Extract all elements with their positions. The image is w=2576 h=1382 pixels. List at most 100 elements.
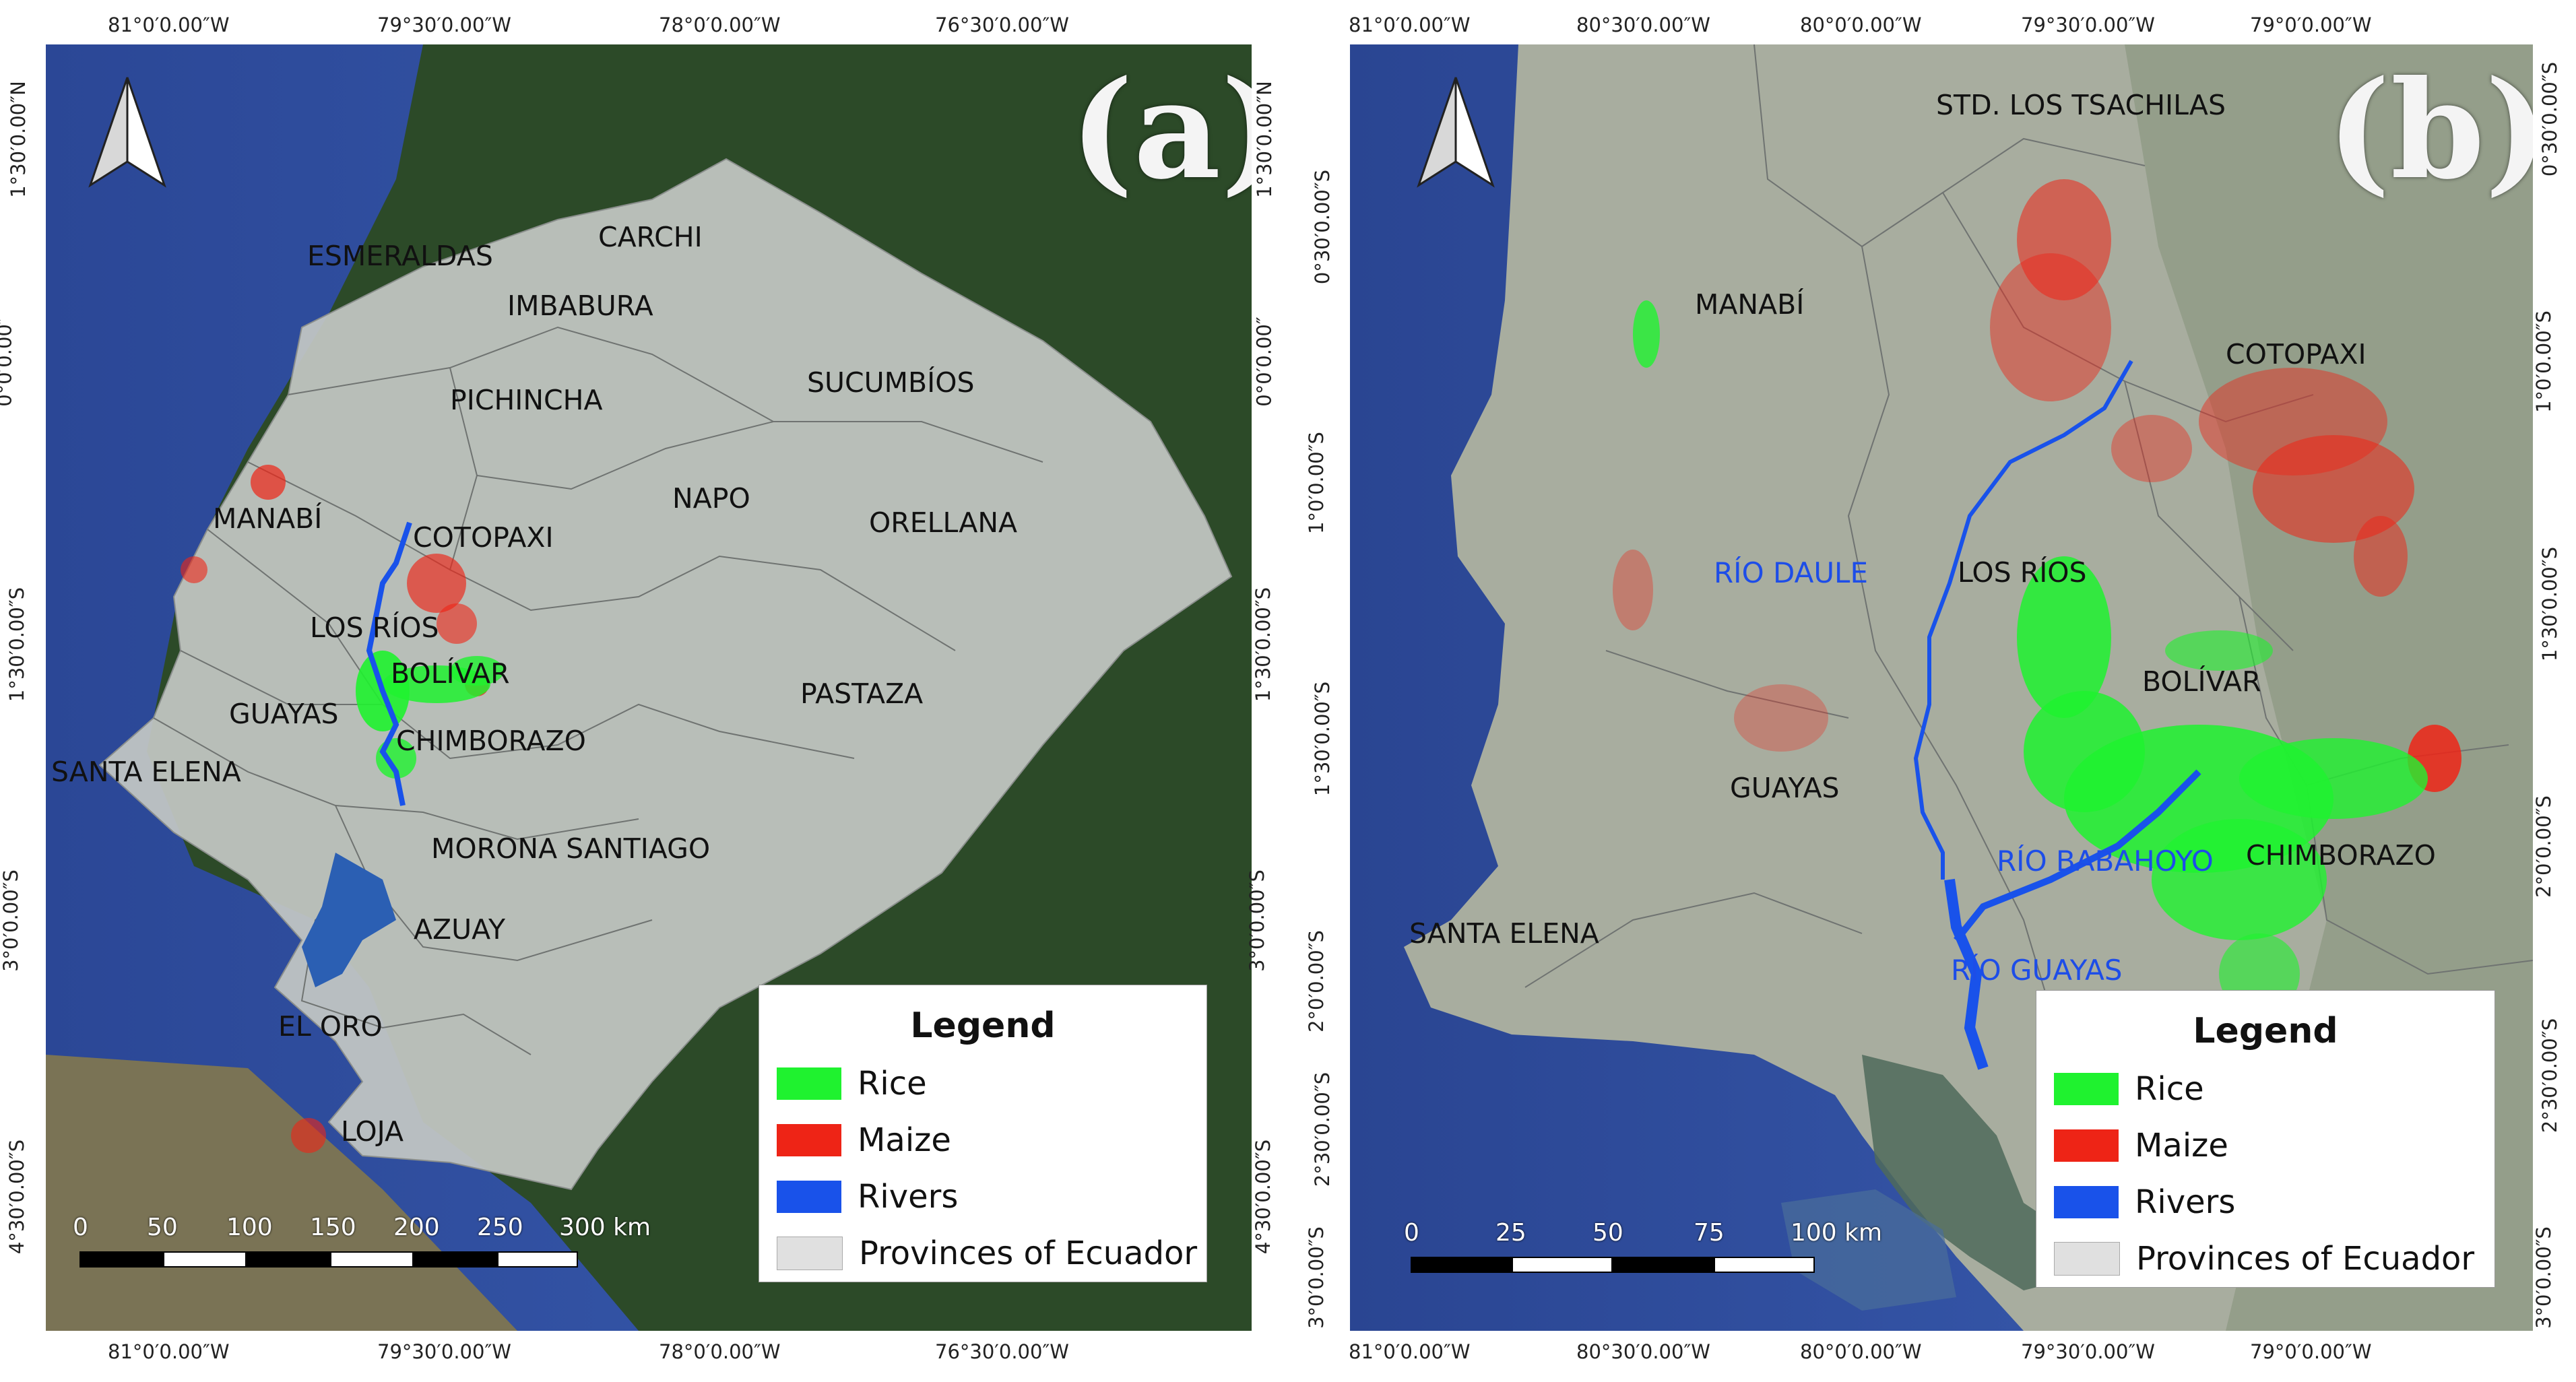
legend-label: Rice (858, 1065, 927, 1103)
lon-label: 79°30′0.00″W (377, 1340, 511, 1363)
lon-label: 80°30′0.00″W (1576, 1340, 1710, 1363)
province-label: PICHINCHA (450, 384, 603, 416)
legend-label: Rice (2135, 1070, 2204, 1108)
scale-label: 50 (1592, 1219, 1623, 1247)
legend-item-rice: Rice (777, 1063, 927, 1104)
lon-label: 81°0′0.00″W (108, 13, 230, 36)
legend-b: Legend Rice Maize Rivers Provinces of Ec… (2036, 990, 2495, 1288)
scale-label: 0 (73, 1214, 88, 1241)
legend-item-maize: Maize (777, 1120, 951, 1160)
province-label: STD. LOS TSACHILAS (1936, 89, 2226, 121)
province-label: LOJA (341, 1115, 404, 1148)
lon-label: 79°0′0.00″W (2250, 13, 2372, 36)
lat-label: 1°0′0.00″S (2532, 310, 2555, 413)
province-label: BOLÍVAR (391, 657, 510, 690)
lon-label: 76°30′0.00″W (935, 1340, 1069, 1363)
lat-label: 2°0′0.00″S (1304, 930, 1328, 1032)
lon-label: 81°0′0.00″W (1349, 13, 1471, 36)
legend-label: Provinces of Ecuador (2136, 1240, 2475, 1278)
province-label: AZUAY (414, 913, 506, 946)
maize-swatch (2054, 1129, 2119, 1162)
scale-label: 100 (226, 1214, 273, 1241)
province-label: SANTA ELENA (1409, 917, 1599, 950)
province-label: GUAYAS (229, 698, 339, 730)
rivers-swatch (777, 1181, 841, 1213)
province-label: SANTA ELENA (51, 756, 241, 788)
province-label: GUAYAS (1730, 772, 1840, 804)
lat-label: 2°30′0.00″S (1311, 1072, 1334, 1187)
river-label: RÍO DAULE (1714, 556, 1868, 589)
lat-label: 1°30′0.00″N (6, 81, 30, 198)
province-label: LOS RÍOS (310, 612, 439, 644)
lat-label: 3°0′0.00″S (0, 869, 22, 972)
scale-label: 250 (477, 1214, 523, 1241)
legend-item-rice: Rice (2054, 1069, 2204, 1109)
rice-swatch (2054, 1073, 2119, 1105)
maize-swatch (777, 1124, 841, 1156)
lat-label: 0°30′0.00″S (1311, 169, 1334, 285)
lat-label: 3°0′0.00″S (1245, 869, 1268, 972)
lon-label: 78°0′0.00″W (659, 1340, 781, 1363)
legend-item-maize: Maize (2054, 1125, 2228, 1166)
scale-label: 300 km (559, 1214, 651, 1241)
lat-label: 1°30′0.00″S (1252, 587, 1275, 702)
lon-label: 79°30′0.00″W (2021, 1340, 2155, 1363)
scale-label: 0 (1404, 1219, 1419, 1247)
province-label: CARCHI (598, 221, 703, 253)
scale-label: 25 (1495, 1219, 1526, 1247)
province-label: COTOPAXI (2226, 338, 2366, 370)
lon-label: 79°30′0.00″W (2021, 13, 2155, 36)
lat-label: 0°30′0.00″S (2538, 61, 2562, 177)
lat-label: 3°0′0.00″S (2532, 1226, 2555, 1329)
province-label: PASTAZA (800, 678, 924, 710)
lat-label: 0°0′0.00″ (0, 317, 16, 407)
legend-item-provinces: Provinces of Ecuador (777, 1233, 1197, 1274)
legend-item-provinces: Provinces of Ecuador (2054, 1239, 2474, 1279)
scale-segments (79, 1251, 578, 1268)
legend-title: Legend (910, 1006, 1056, 1046)
legend-item-rivers: Rivers (777, 1177, 958, 1217)
province-label: EL ORO (278, 1010, 383, 1043)
scale-label: 150 (310, 1214, 356, 1241)
legend-label: Maize (858, 1121, 951, 1159)
river-a (366, 521, 412, 806)
provinces-swatch (2054, 1242, 2120, 1276)
lat-label: 1°30′0.00″S (1311, 681, 1334, 797)
lon-label: 80°30′0.00″W (1576, 13, 1710, 36)
map-panel-b: (b) STD. LOS TSACHILAS MANABÍ COTOPAXI L… (1350, 44, 2533, 1331)
province-label: ORELLANA (869, 506, 1018, 539)
lon-label: 79°30′0.00″W (377, 13, 511, 36)
legend-label: Rivers (858, 1178, 959, 1216)
north-arrow-icon (88, 77, 166, 188)
provinces-swatch (777, 1237, 843, 1270)
scale-label: 100 km (1791, 1219, 1883, 1247)
lat-label: 4°30′0.00″S (5, 1139, 29, 1255)
estuary-b (1862, 1055, 2078, 1290)
province-label: IMBABURA (507, 290, 653, 322)
gulf-a (302, 853, 396, 987)
province-label: CHIMBORAZO (396, 725, 586, 757)
north-arrow-icon (1417, 77, 1495, 188)
lon-label: 81°0′0.00″W (108, 1340, 230, 1363)
legend-item-rivers: Rivers (2054, 1182, 2235, 1222)
rice-swatch (777, 1067, 841, 1100)
scale-bar-a: 0 50 100 150 200 250 300 km (73, 1214, 651, 1274)
lon-label: 81°0′0.00″W (1349, 1340, 1471, 1363)
province-label: NAPO (672, 482, 750, 515)
lat-label: 2°30′0.00″S (2538, 1018, 2562, 1133)
maize-patches-b (1613, 179, 2461, 792)
province-label: ESMERALDAS (307, 240, 493, 272)
province-label: SUCUMBÍOS (807, 366, 975, 399)
legend-label: Maize (2135, 1127, 2228, 1164)
lon-label: 78°0′0.00″W (659, 13, 781, 36)
lat-label: 2°0′0.00″S (2532, 795, 2555, 898)
legend-a: Legend Rice Maize Rivers Provinces of Ec… (759, 985, 1207, 1282)
lon-label: 80°0′0.00″W (1800, 1340, 1922, 1363)
province-label: BOLÍVAR (2142, 665, 2261, 698)
lat-label: 1°30′0.00″S (2538, 546, 2562, 662)
island-water-b (1781, 1189, 1956, 1311)
province-label: COTOPAXI (413, 521, 554, 554)
lat-label: 1°0′0.00″S (1304, 432, 1328, 534)
rivers-swatch (2054, 1186, 2119, 1218)
lon-label: 76°30′0.00″W (935, 13, 1069, 36)
